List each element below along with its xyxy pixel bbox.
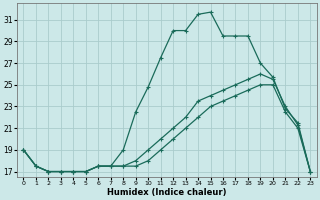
X-axis label: Humidex (Indice chaleur): Humidex (Indice chaleur) [107,188,227,197]
